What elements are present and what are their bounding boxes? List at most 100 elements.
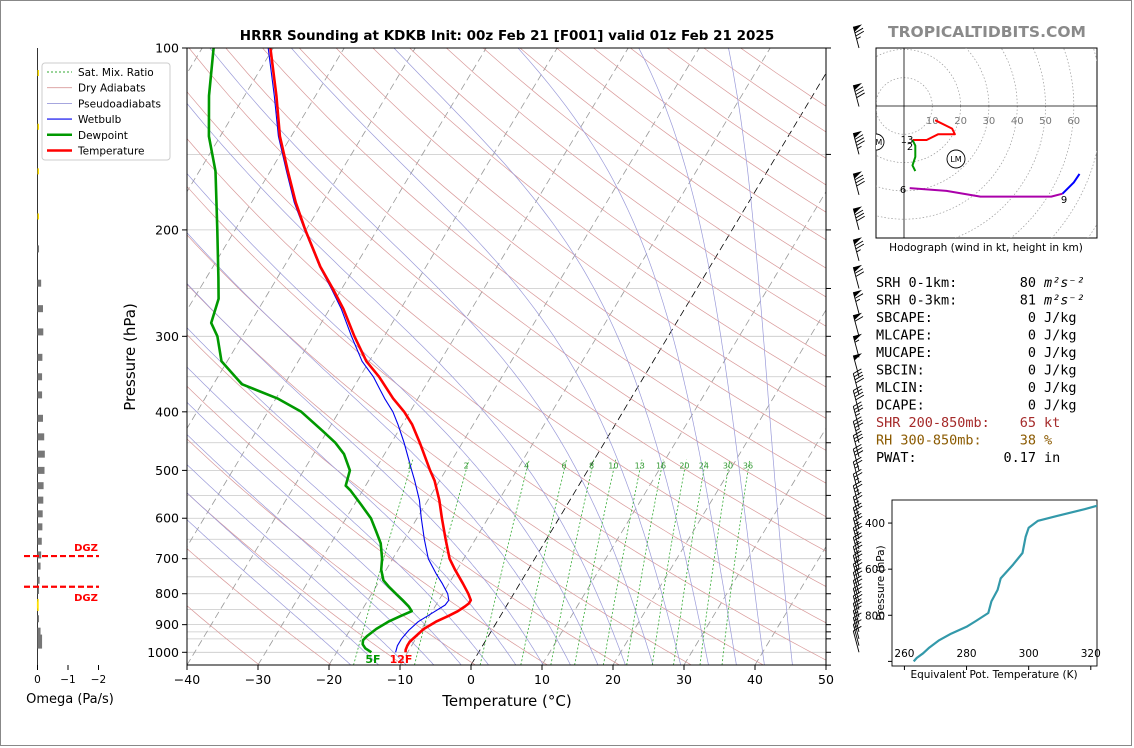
mixing-ratio-label: 20 [679, 461, 689, 470]
barb-staff [852, 588, 860, 610]
x-tick-label: 30 [676, 672, 692, 687]
hodograph-segment [911, 139, 917, 172]
mixing-ratio-line [414, 459, 470, 665]
mixing-ratio-line [651, 459, 687, 665]
barb-full [853, 433, 863, 440]
barb-half [855, 413, 861, 417]
barb-full [856, 92, 865, 99]
barb-full [854, 86, 864, 92]
dry-adiabat [335, 48, 826, 419]
barb-full [853, 512, 862, 519]
omega-bar [37, 482, 44, 490]
index-label: MLCAPE: [876, 328, 933, 344]
x-tick-label: 50 [818, 672, 834, 687]
index-value: 0 [1028, 310, 1036, 326]
mixing-ratio-label: 30 [723, 461, 733, 470]
mixing-ratio-line [603, 459, 643, 665]
barb-staff [852, 572, 860, 594]
indices-table: SRH 0-1km: 80 m²s⁻² SRH 0-3km: 81 m²s⁻² SBCAPE… [876, 275, 1085, 466]
dgz-label: DGZ [74, 593, 98, 604]
x-tick-label: −10 [387, 672, 413, 687]
omega-bar [37, 523, 43, 531]
dry-adiabat [188, 48, 826, 552]
theta-e-panel: 260 280 300 320 400 600 800 [865, 499, 1101, 670]
barb-half [854, 500, 860, 504]
wind-barb [852, 206, 865, 231]
wind-barb [852, 512, 863, 540]
index-unit: J/kg [1044, 363, 1077, 379]
index-value: 81 [1020, 293, 1036, 309]
dgz-label: DGZ [74, 543, 98, 554]
barb-half [854, 477, 860, 481]
barb-flag [853, 333, 862, 342]
lm-marker [946, 149, 966, 169]
barb-full [853, 505, 863, 512]
barb-full [855, 377, 865, 384]
mixing-ratio-line [353, 459, 414, 665]
omega-bar [37, 328, 44, 336]
skewt-axes: −40 −30 −20 −10 0 10 20 30 40 50 100 200 300 400 500 60… [147, 41, 834, 688]
wind-barb [852, 444, 864, 471]
hodograph-plot: 10 20 30 40 50 60 132 6 9 RM LM [876, 48, 1097, 238]
dry-adiabat [187, 185, 826, 661]
legend-label: Temperature [77, 146, 145, 158]
moist-adiabat [728, 48, 793, 665]
mixing-ratio-label: 36 [743, 461, 753, 470]
omega-panel: DGZ DGZ 0 −1 −2 [24, 48, 106, 686]
theta-e-y-tick-label: 400 [865, 518, 885, 530]
barb-full [854, 374, 864, 381]
barb-full [855, 137, 865, 143]
moist-adiabat [638, 48, 765, 665]
skewt-xlabel: Temperature (°C) [441, 692, 571, 710]
barb-full [853, 532, 862, 538]
surface-temperature-label: 12F [390, 653, 413, 666]
barb-staff [852, 474, 860, 496]
skewt-background-lines [187, 48, 826, 665]
wind-barb [852, 480, 863, 508]
dry-adiabat [225, 48, 826, 518]
barb-half [855, 298, 861, 302]
isotherm [257, 48, 629, 665]
skewt-ylabel: Pressure (hPa) [121, 303, 139, 411]
theta-e-x-tick-label: 320 [1081, 648, 1101, 660]
barb-flag [853, 24, 862, 32]
dry-adiabat [372, 48, 826, 388]
mixing-ratio-label: 10 [608, 461, 618, 470]
wind-barb [852, 312, 864, 337]
barb-full [854, 268, 864, 274]
barb-full [853, 491, 862, 498]
wind-barbs [852, 24, 865, 653]
barb-staff [852, 610, 860, 632]
index-label: MLCIN: [876, 380, 925, 396]
index-value: 80 [1020, 275, 1036, 291]
skewt-dewpoint-line [207, 48, 414, 654]
theta-e-frame [891, 499, 1098, 667]
mixing-ratio-label: 24 [699, 461, 709, 470]
dry-adiabat [187, 334, 620, 665]
barb-full [855, 394, 865, 401]
barb-full [853, 444, 862, 450]
wind-barb [852, 24, 865, 49]
barb-full [853, 522, 862, 529]
omega-bar [37, 353, 43, 361]
x-tick-label: −30 [245, 672, 271, 687]
barb-full [853, 447, 863, 453]
barb-staff [852, 546, 860, 569]
barb-full [853, 480, 862, 487]
mixing-ratio-label: 2 [463, 461, 468, 470]
barb-half [854, 339, 860, 343]
mixing-ratio-label: 13 [635, 461, 645, 470]
mixing-ratio-line [673, 459, 707, 665]
barb-full [853, 535, 863, 541]
barb-full [854, 209, 864, 216]
barb-full [854, 174, 864, 181]
wind-barb [852, 333, 862, 358]
y-tick-label: 500 [155, 463, 179, 478]
skewt-legend: Sat. Mix. Ratio Dry Adiabats Pseudoadiabat… [41, 62, 171, 161]
index-value: 65 [1020, 415, 1036, 431]
moist-adiabat [187, 401, 462, 665]
omega-bar [37, 433, 45, 441]
barb-full [854, 316, 864, 322]
dry-adiabat [446, 48, 826, 327]
barb-staff [852, 595, 860, 618]
